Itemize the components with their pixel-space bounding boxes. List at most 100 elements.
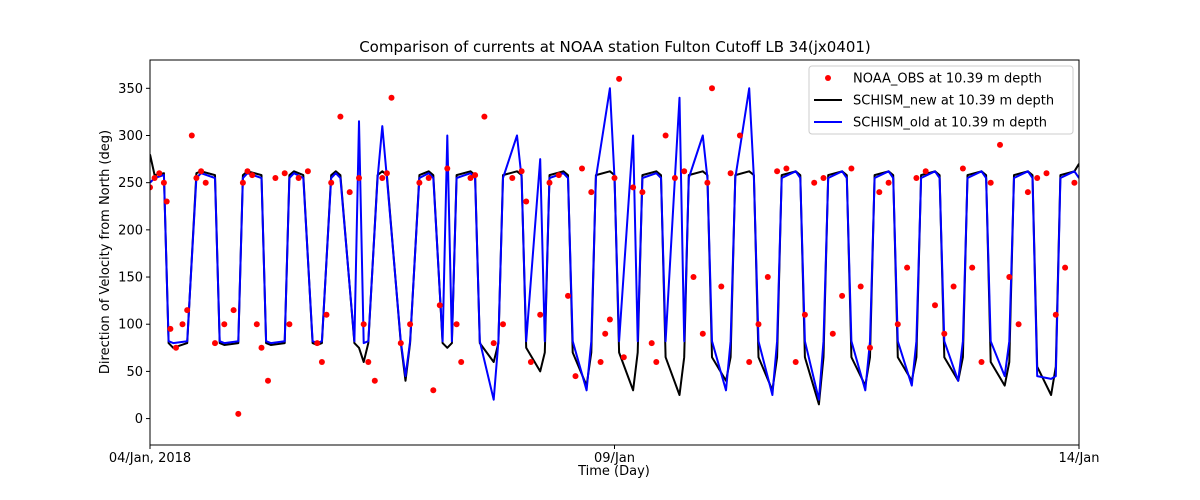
obs-point: [829, 330, 836, 337]
obs-point: [690, 274, 697, 280]
obs-point: [572, 373, 579, 380]
obs-point: [383, 170, 390, 177]
legend: NOAA_OBS at 10.39 m depth SCHISM_new at 1…: [808, 65, 1074, 135]
obs-point: [932, 302, 938, 309]
obs-point: [616, 75, 623, 82]
obs-point: [537, 311, 544, 318]
obs-point: [727, 170, 734, 177]
chart-title: Comparison of currents at NOAA station F…: [359, 38, 871, 56]
obs-point: [555, 172, 562, 179]
x-tick-label: 09/Jan: [594, 451, 635, 466]
obs-point: [857, 283, 864, 290]
obs-point: [407, 321, 414, 328]
y-tick-label: 250: [118, 176, 143, 191]
obs-point: [150, 184, 153, 191]
obs-point: [839, 292, 846, 299]
obs-point: [820, 175, 827, 181]
obs-point: [173, 344, 179, 351]
obs-point: [885, 179, 892, 186]
obs-point: [1052, 311, 1059, 318]
obs-point: [323, 311, 330, 318]
obs-point: [388, 94, 395, 101]
x-tick-label: 04/Jan, 2018: [109, 451, 191, 466]
obs-point: [941, 330, 948, 337]
obs-point: [597, 359, 604, 365]
obs-point: [221, 321, 228, 328]
obs-point: [458, 359, 465, 365]
obs-point: [397, 340, 404, 347]
y-tick-label: 0: [135, 412, 143, 427]
obs-point: [630, 184, 637, 191]
obs-point: [523, 198, 530, 205]
obs-point: [253, 321, 260, 328]
obs-point: [755, 321, 762, 328]
y-tick-label: 50: [126, 365, 143, 380]
obs-point: [314, 340, 321, 347]
obs-point: [249, 172, 256, 179]
y-tick-label: 100: [118, 318, 143, 333]
y-tick-label: 300: [118, 129, 143, 144]
obs-point: [774, 168, 781, 175]
legend-label-2: SCHISM_new at 10.39 m depth: [853, 94, 1054, 109]
obs-point: [490, 340, 497, 347]
obs-point: [163, 198, 170, 205]
obs-point: [639, 189, 646, 196]
obs-point: [156, 170, 163, 177]
obs-point: [379, 175, 386, 181]
obs-point: [1062, 264, 1069, 271]
obs-point: [184, 307, 191, 314]
obs-point: [736, 132, 743, 139]
obs-point: [509, 175, 516, 181]
obs-point: [1043, 170, 1050, 177]
obs-point: [602, 330, 609, 337]
obs-point: [425, 175, 432, 181]
obs-point: [167, 325, 174, 332]
series-line-2: [150, 87, 1079, 401]
obs-point: [709, 85, 715, 92]
obs-point: [922, 168, 929, 175]
obs-point: [969, 264, 976, 271]
obs-point: [913, 175, 920, 181]
obs-point: [611, 175, 618, 181]
obs-point: [746, 359, 753, 365]
obs-point: [481, 113, 488, 120]
obs-point: [620, 354, 627, 361]
obs-point: [304, 168, 311, 175]
obs-point: [151, 175, 158, 181]
obs-point: [360, 321, 367, 328]
obs-point: [467, 175, 474, 181]
obs-point: [188, 132, 195, 139]
obs-point: [472, 172, 479, 179]
y-tick-label: 350: [118, 82, 143, 97]
obs-point: [1015, 321, 1022, 328]
obs-point: [265, 377, 271, 384]
obs-point: [365, 359, 372, 365]
obs-point: [371, 377, 378, 384]
obs-point: [904, 264, 911, 271]
obs-point: [239, 179, 246, 186]
obs-point: [430, 387, 437, 394]
obs-point: [764, 274, 771, 280]
obs-point: [295, 175, 302, 181]
obs-point: [987, 179, 994, 186]
obs-point: [160, 179, 167, 186]
data-layer: [150, 75, 1079, 417]
legend-label-1: NOAA_OBS at 10.39 m depth: [853, 72, 1042, 87]
obs-point: [546, 179, 553, 186]
obs-point: [416, 179, 423, 186]
obs-point: [671, 175, 678, 181]
obs-point: [328, 179, 335, 186]
x-axis-label: Time (Day): [577, 464, 650, 479]
obs-point: [235, 410, 242, 417]
obs-point: [202, 179, 209, 186]
obs-point: [792, 359, 799, 365]
y-tick-label: 150: [118, 271, 143, 286]
legend-label-3: SCHISM_old at 10.39 m depth: [853, 116, 1047, 131]
obs-point: [653, 359, 660, 365]
obs-point: [193, 175, 200, 181]
obs-point: [281, 170, 288, 177]
obs-point: [356, 175, 362, 181]
obs-point: [179, 321, 186, 328]
obs-point: [453, 321, 460, 328]
